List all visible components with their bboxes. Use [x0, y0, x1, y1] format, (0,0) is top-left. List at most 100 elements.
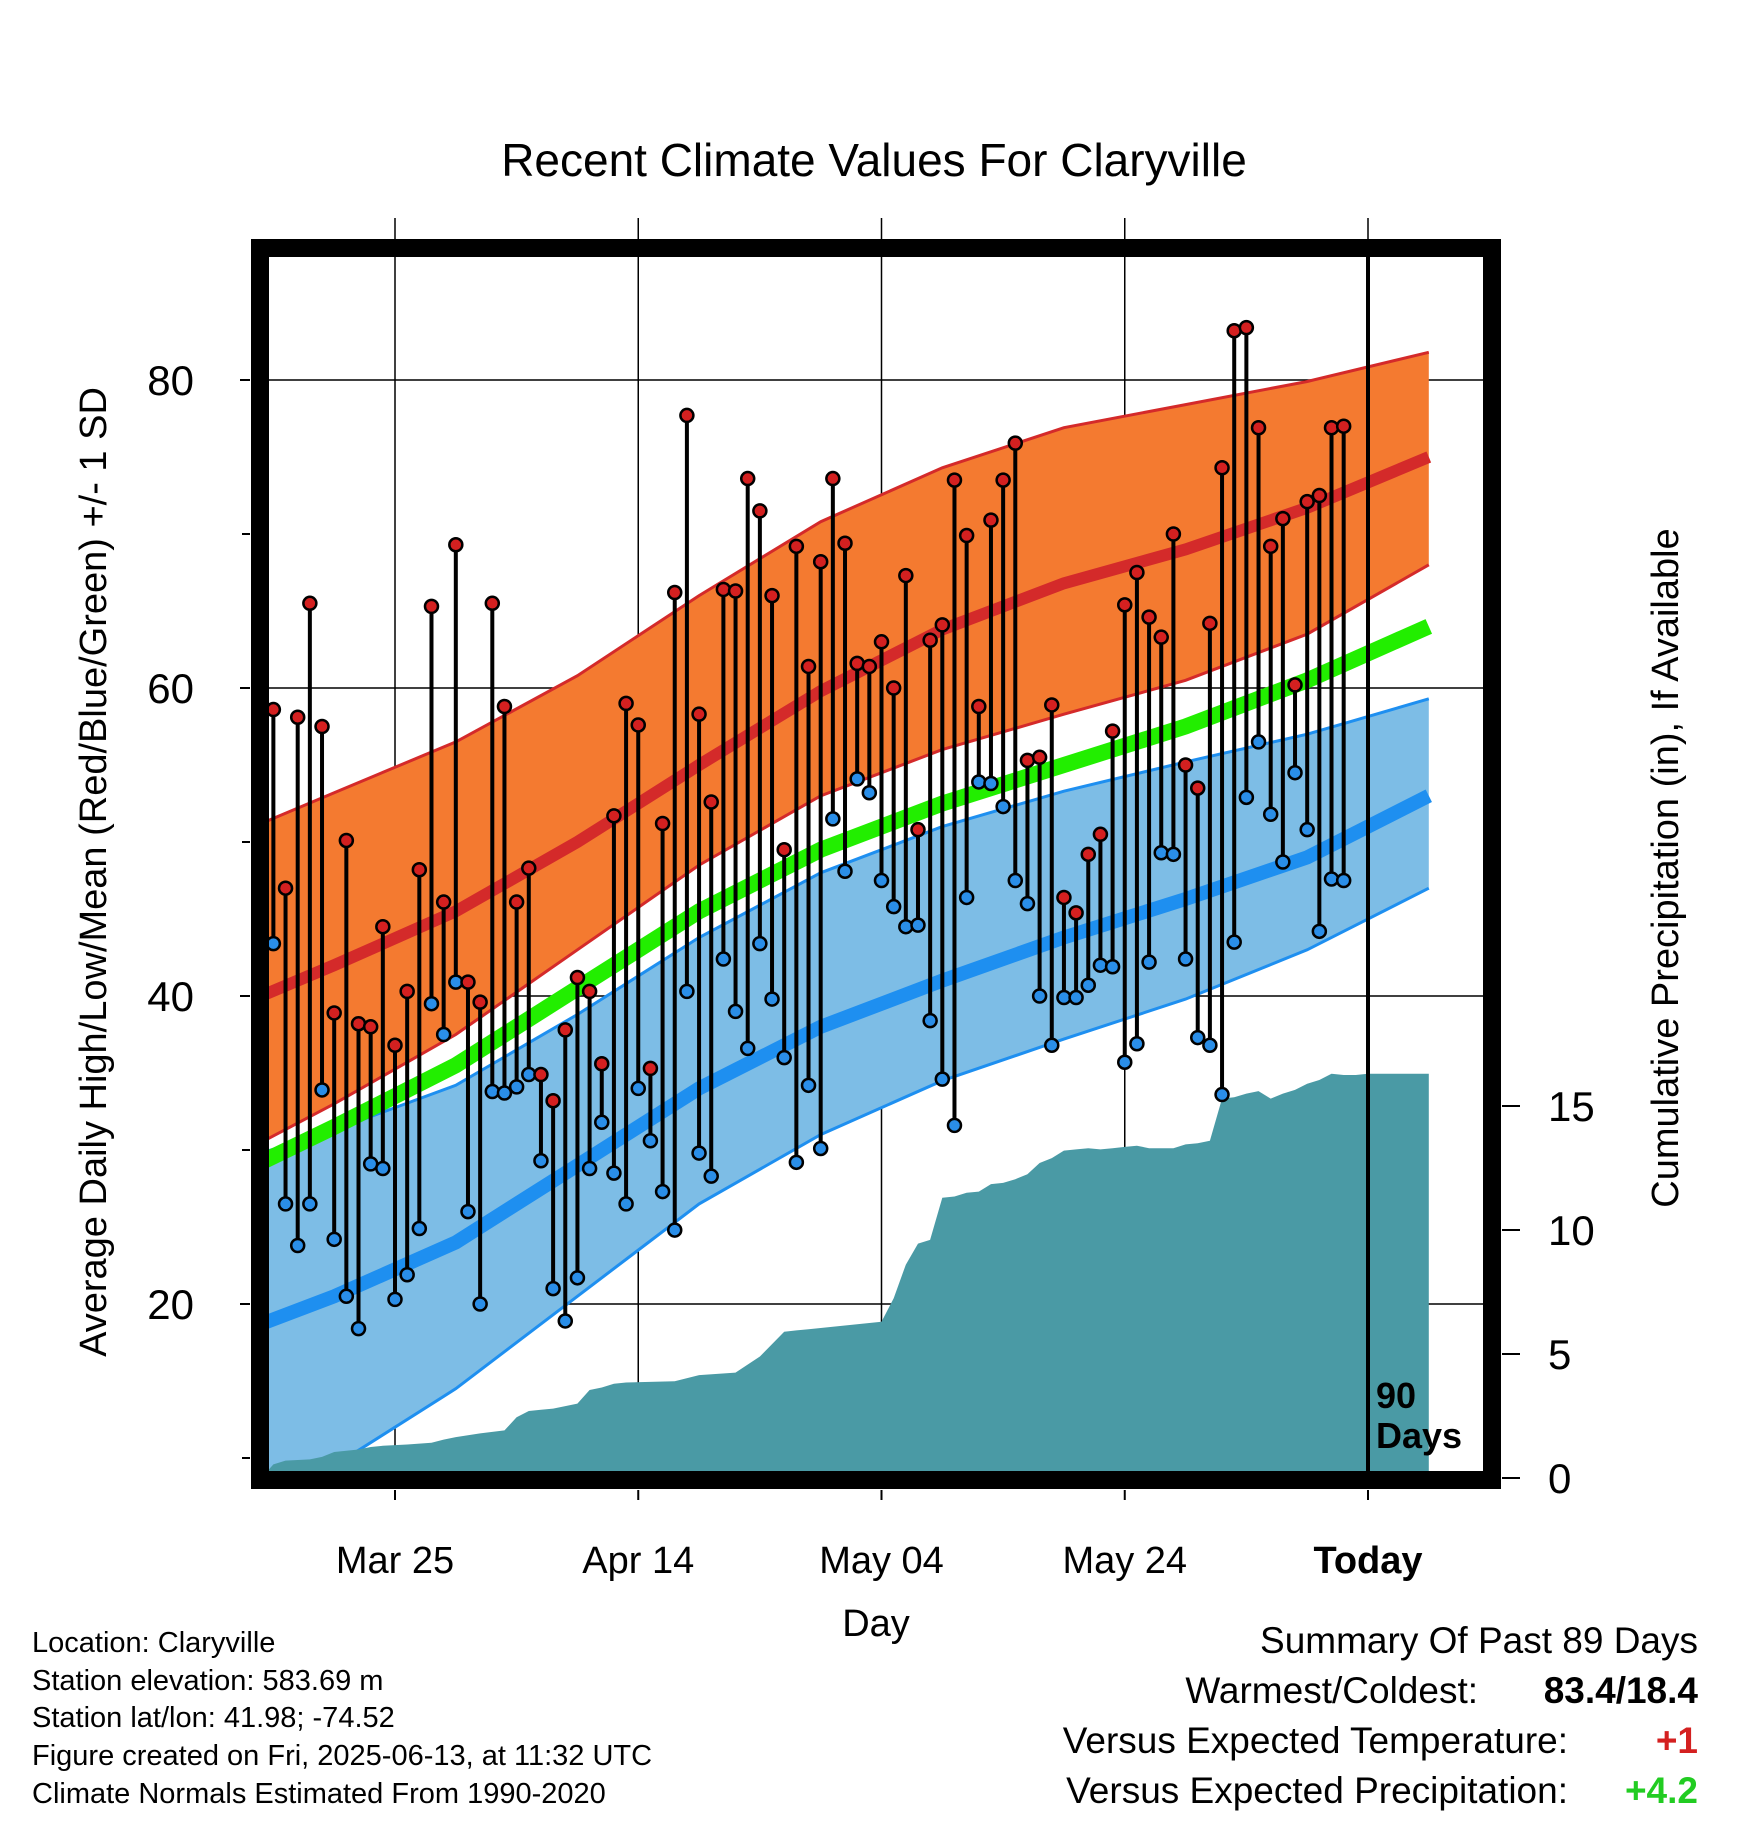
daily-high-point	[314, 718, 330, 735]
daily-high-point	[338, 832, 355, 849]
daily-low-point	[788, 1154, 805, 1171]
x-tick-label: Today	[1313, 1540, 1422, 1582]
daily-high-point	[533, 1066, 549, 1083]
daily-high-point	[302, 595, 318, 612]
daily-low-point	[1299, 821, 1315, 838]
daily-low-point	[1092, 957, 1109, 973]
daily-low-point	[289, 1237, 306, 1254]
daily-low-point	[557, 1313, 574, 1329]
daily-low-point	[1080, 977, 1097, 993]
daily-high-point	[1189, 780, 1206, 796]
footer-location: Location: Claryville	[32, 1627, 276, 1659]
daily-high-point	[1007, 435, 1024, 451]
footer-normals: Climate Normals Estimated From 1990-2020	[32, 1778, 606, 1810]
daily-high-point	[898, 567, 914, 584]
daily-low-point	[1250, 734, 1267, 750]
daily-low-point	[277, 1196, 294, 1212]
daily-high-point	[666, 584, 683, 601]
y2-tick-label-10: 10	[1548, 1207, 1595, 1254]
axes: 20 40 60 80 0 5 10 15 Mar 25 Apr 14 May 04 May 24 To…	[147, 357, 1594, 1582]
daily-low-point	[338, 1288, 355, 1305]
daily-low-point	[423, 995, 440, 1012]
daily-high-point	[508, 894, 525, 910]
daily-high-point	[448, 537, 464, 553]
daily-high-point	[618, 695, 634, 712]
daily-high-point	[934, 617, 951, 633]
daily-low-point	[399, 1266, 415, 1283]
daily-high-point	[910, 821, 926, 838]
daily-low-point	[642, 1133, 659, 1149]
summary-warm-cold-label: Warmest/Coldest:	[1185, 1670, 1478, 1711]
daily-high-point	[387, 1037, 403, 1054]
daily-high-point	[800, 658, 817, 675]
daily-high-point	[399, 983, 415, 1000]
daily-low-point	[508, 1079, 525, 1095]
daily-high-point	[1202, 615, 1218, 632]
daily-low-point	[1031, 988, 1048, 1004]
daily-high-point	[958, 527, 975, 544]
daily-low-point	[934, 1071, 951, 1087]
daily-low-point	[666, 1222, 683, 1238]
precip-area	[261, 1073, 1429, 1478]
summary-temp-label: Versus Expected Temperature:	[1062, 1720, 1568, 1761]
daily-low-point	[776, 1049, 792, 1066]
footer-latlon: Station lat/lon: 41.98; -74.52	[32, 1702, 395, 1734]
daily-high-point	[983, 512, 999, 528]
daily-high-point	[594, 1056, 610, 1072]
daily-low-point	[861, 784, 878, 801]
x-tick-label: May 04	[819, 1540, 944, 1582]
daily-low-point	[812, 1140, 829, 1157]
x-axis-label: Day	[842, 1603, 910, 1645]
daily-low-point	[472, 1296, 488, 1312]
high-sd-upper-edge	[260, 350, 1430, 825]
daily-high-point	[606, 808, 622, 824]
daily-low-point	[995, 798, 1011, 815]
daily-high-point	[289, 709, 306, 726]
daily-high-point	[825, 470, 841, 487]
daily-high-point	[472, 994, 488, 1010]
normal-bands	[260, 350, 1433, 1480]
daily-high-point	[691, 706, 707, 722]
daily-high-point	[423, 598, 440, 615]
daily-low-point	[703, 1168, 719, 1184]
daily-low-point	[606, 1165, 622, 1181]
daily-low-point	[679, 983, 695, 1000]
daily-high-point	[739, 470, 756, 487]
daily-low-point	[581, 1160, 598, 1177]
daily-high-point	[812, 553, 829, 570]
daily-low-point	[1226, 934, 1242, 950]
daily-low-point	[1335, 872, 1352, 889]
daily-low-point	[375, 1160, 391, 1177]
daily-markers	[253, 319, 1352, 1337]
plot-frame	[251, 239, 1501, 1489]
today-label-line2: Days	[1376, 1415, 1462, 1456]
daily-low-point	[314, 1082, 330, 1098]
daily-high-point	[569, 969, 586, 986]
daily-low-point	[1044, 1037, 1060, 1054]
daily-low-point	[1019, 895, 1036, 912]
daily-high-point	[1214, 460, 1230, 476]
daily-low-point	[1117, 1054, 1133, 1070]
daily-low-point	[800, 1077, 817, 1094]
summary-precip-value: +4.2	[1624, 1770, 1698, 1811]
daily-high-point	[885, 680, 902, 696]
y2-tick-label-15: 15	[1548, 1083, 1595, 1130]
daily-high-point	[776, 841, 792, 858]
summary-heading: Summary Of Past 89 Days	[1260, 1620, 1698, 1661]
daily-low-point	[691, 1145, 707, 1161]
daily-low-point	[1189, 1029, 1206, 1046]
daily-low-point	[460, 1203, 476, 1220]
daily-low-point	[654, 1183, 671, 1200]
daily-low-point	[885, 898, 902, 915]
daily-high-point	[946, 472, 963, 488]
daily-low-point	[1214, 1086, 1230, 1103]
daily-high-point	[521, 860, 537, 876]
daily-low-point	[435, 1026, 452, 1043]
daily-high-point	[1250, 419, 1267, 436]
daily-low-point	[302, 1196, 318, 1212]
daily-low-point	[739, 1040, 756, 1057]
footer-elevation: Station elevation: 583.69 m	[32, 1665, 384, 1697]
daily-low-point	[1007, 872, 1024, 889]
